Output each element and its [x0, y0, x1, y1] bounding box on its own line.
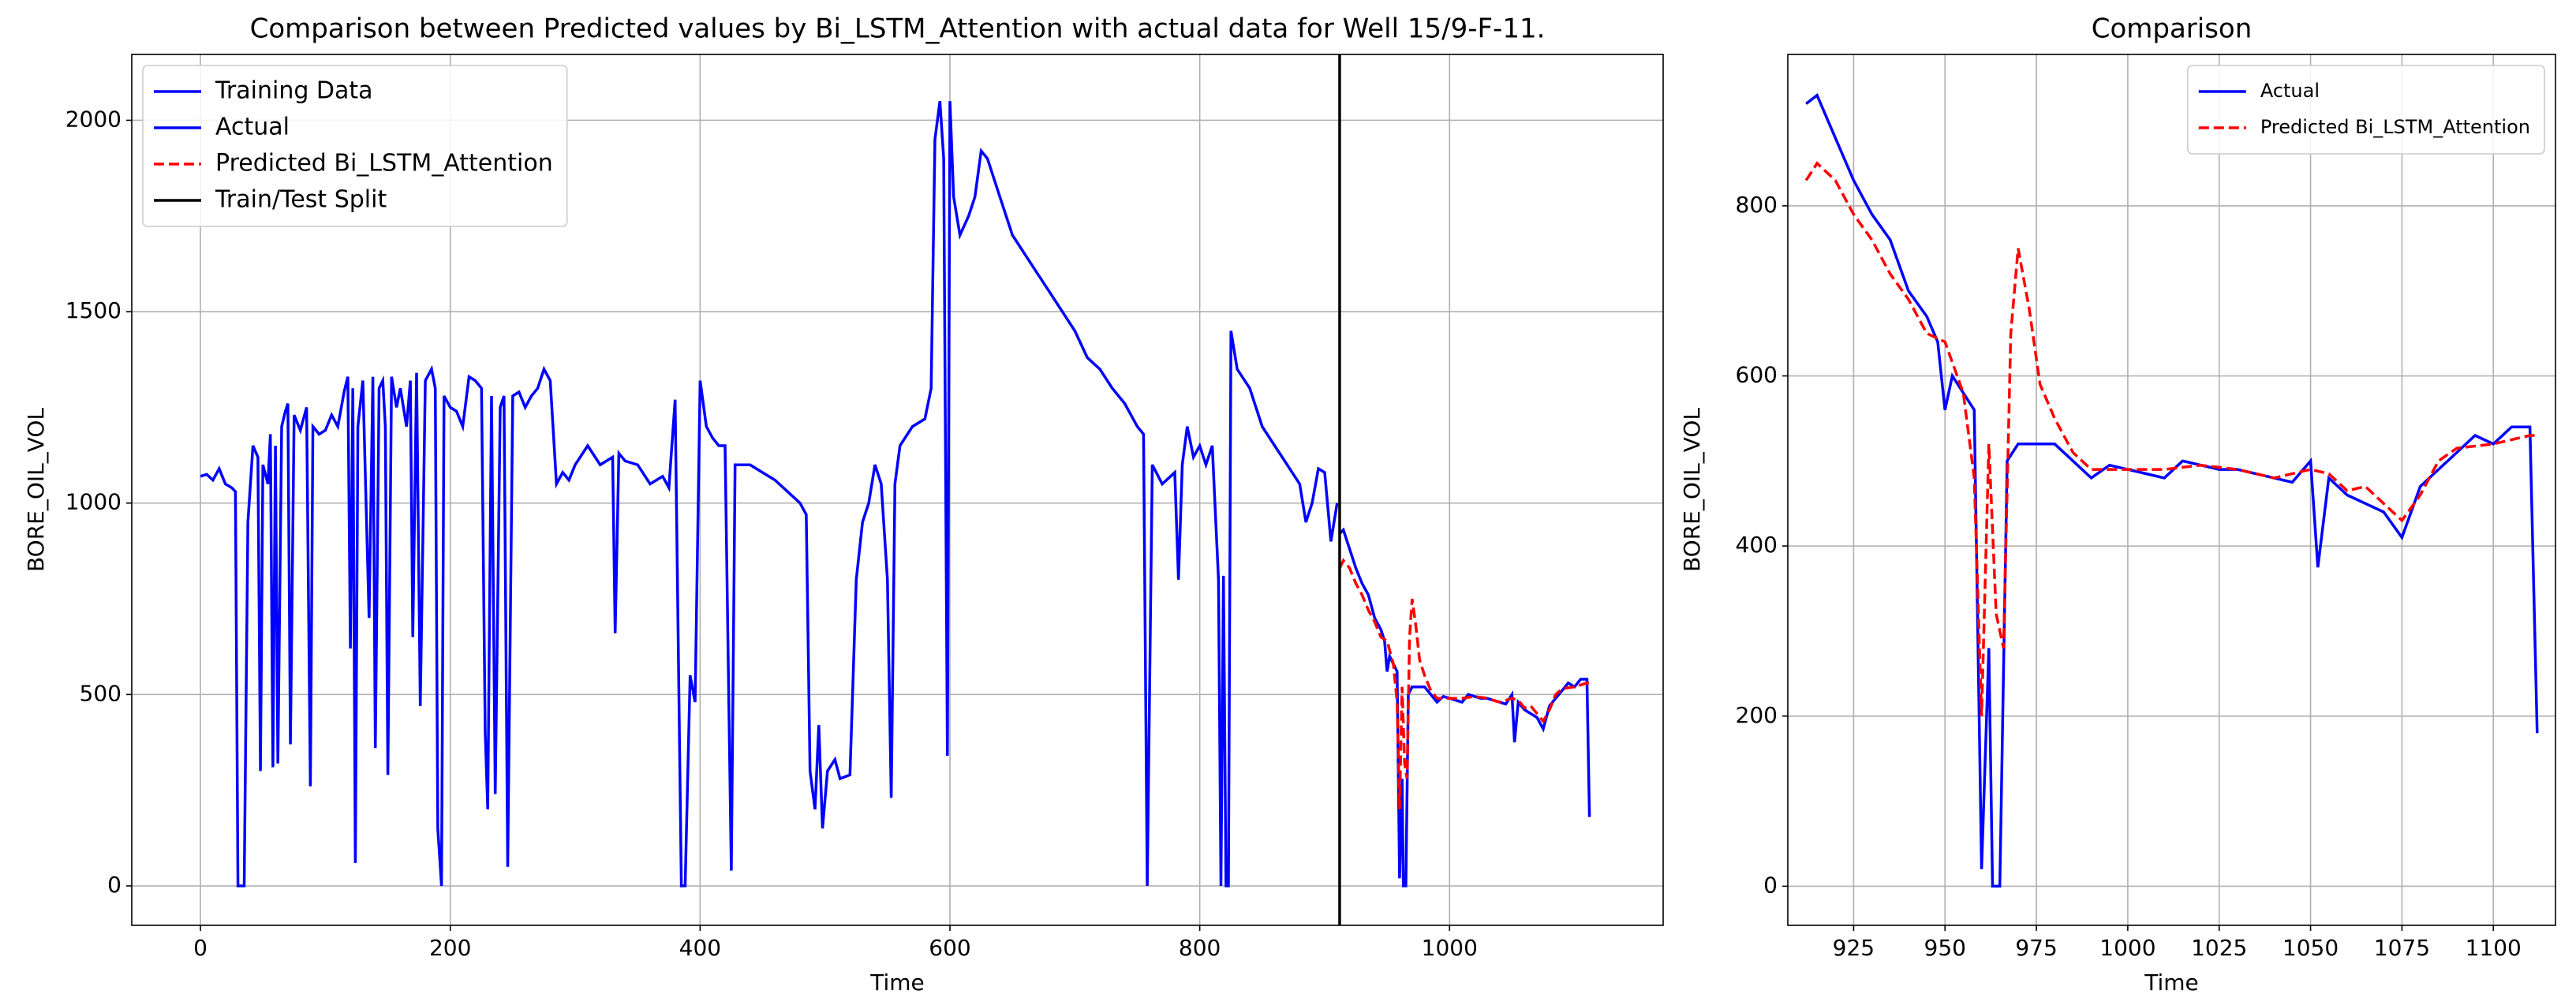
legend-label: Actual [215, 114, 290, 141]
legend-label: Actual [2260, 80, 2320, 102]
series-line [1338, 527, 1591, 887]
x-tick-label: 1000 [1422, 935, 1478, 961]
chart-title: Comparison [2092, 13, 2253, 45]
legend-label: Train/Test Split [215, 186, 387, 214]
legend-frame [2187, 65, 2545, 155]
legend-label: Predicted Bi_LSTM_Attention [2260, 116, 2530, 138]
y-tick-label: 200 [1736, 702, 1778, 728]
y-tick-label: 400 [1736, 532, 1778, 558]
y-tick-label: 800 [1736, 192, 1778, 218]
series-line [1804, 161, 2537, 716]
x-axis-label: Time [869, 970, 925, 996]
legend: Actual Predicted Bi_LSTM_Attention [2187, 65, 2545, 155]
chart-title: Comparison between Predicted values by B… [250, 13, 1546, 45]
plot-frame [1787, 54, 2556, 926]
legend: Training Data Actual Predicted Bi_LSTM_Att… [142, 65, 568, 227]
x-tick-label: 400 [679, 935, 721, 961]
x-tick-label: 1025 [2191, 935, 2247, 961]
y-tick-label: 0 [107, 872, 122, 898]
series-line [1338, 558, 1590, 810]
y-tick-label: 1500 [65, 297, 122, 323]
x-tick-label: 800 [1179, 935, 1221, 961]
y-axis-label: BORE_OIL_VOL [23, 408, 49, 573]
y-tick-label: 2000 [65, 106, 122, 132]
x-tick-label: 1100 [2466, 935, 2522, 961]
x-axis-label: Time [2144, 970, 2199, 996]
x-tick-label: 1050 [2283, 935, 2339, 961]
legend-label: Training Data [215, 77, 373, 105]
x-tick-label: 1000 [2099, 935, 2155, 961]
x-tick-label: 925 [1833, 935, 1875, 961]
x-tick-label: 200 [429, 935, 471, 961]
legend-label: Predicted Bi_LSTM_Attention [215, 150, 553, 177]
y-axis-label: BORE_OIL_VOL [1679, 408, 1705, 573]
y-tick-label: 1000 [65, 489, 122, 515]
x-tick-label: 1075 [2374, 935, 2430, 961]
x-tick-label: 975 [2015, 935, 2057, 961]
y-tick-label: 500 [80, 680, 122, 706]
x-tick-label: 0 [193, 935, 208, 961]
y-tick-label: 0 [1763, 872, 1778, 898]
y-tick-label: 600 [1736, 362, 1778, 388]
plot-frame [131, 54, 1664, 926]
x-tick-label: 950 [1924, 935, 1966, 961]
series-line [1805, 93, 2539, 888]
x-tick-label: 600 [929, 935, 970, 961]
legend-frame [142, 65, 568, 227]
series-line [200, 100, 1339, 887]
